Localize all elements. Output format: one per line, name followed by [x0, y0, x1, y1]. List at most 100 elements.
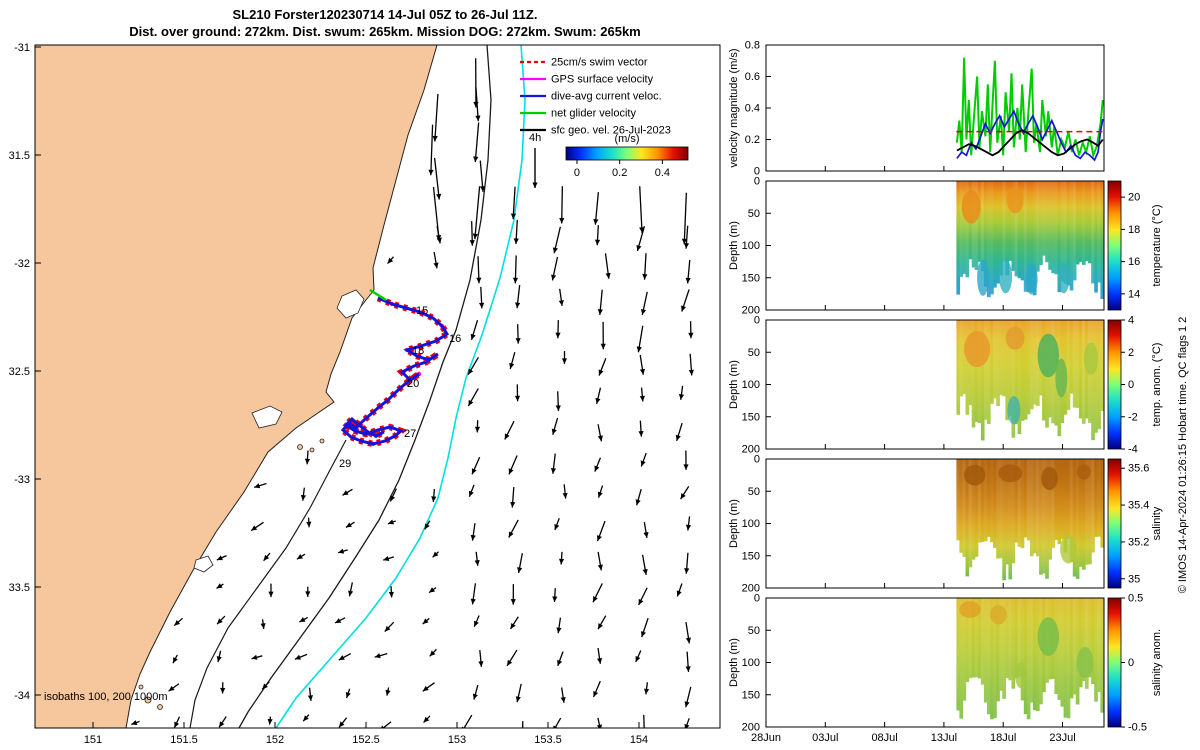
current-arrow: [461, 714, 473, 728]
current-arrow: [636, 325, 644, 353]
current-arrow: [251, 654, 263, 660]
current-arrow: [558, 551, 565, 565]
island: [138, 684, 144, 690]
current-arrow: [342, 488, 353, 496]
map-colorbar-tick: 0.4: [655, 167, 670, 179]
time-tick-label: 28Jun: [751, 732, 781, 744]
salinity-colorbar-tick: 35.4: [1128, 500, 1149, 512]
current-arrow: [552, 588, 558, 603]
current-arrow: [467, 357, 479, 376]
depth-tick-label: 200: [742, 583, 760, 595]
salinity-colorbar-tick: 35: [1128, 573, 1140, 585]
current-arrow: [428, 587, 437, 594]
map-x-tick-label: 151.5: [170, 734, 198, 746]
current-arrow: [643, 682, 650, 695]
temperature-colorbar-tick: 16: [1128, 256, 1140, 268]
current-arrow: [470, 523, 476, 541]
figure-subtitle: Dist. over ground: 272km. Dist. swum: 26…: [129, 24, 641, 39]
salinity-colorbar: [1107, 458, 1122, 589]
time-tick-label: 08Jul: [871, 732, 897, 744]
velocity-series-3: [956, 129, 1104, 157]
track-day-label: 18: [412, 345, 424, 357]
depth-axis-label: Depth (m): [728, 499, 740, 548]
current-arrow: [468, 484, 475, 498]
current-arrow: [510, 584, 516, 605]
legend-item-label: sfc geo. vel. 26-Jul-2023: [551, 125, 671, 137]
time-tick-label: 03Jul: [812, 732, 838, 744]
legend-item-label: 25cm/s swim vector: [551, 57, 648, 69]
current-arrow: [635, 488, 642, 506]
current-arrow: [268, 583, 274, 598]
current-arrow: [348, 582, 354, 597]
current-arrow: [220, 682, 226, 694]
map-frame: [34, 44, 721, 729]
depth-tick-label: 100: [742, 379, 760, 391]
current-arrow: [678, 385, 685, 400]
salinity-colorbar-label: salinity: [1151, 506, 1163, 540]
current-arrow: [509, 352, 516, 370]
salinity-colorbar-tick: 35.2: [1128, 536, 1149, 548]
current-arrow: [597, 615, 607, 630]
current-arrow: [307, 687, 314, 701]
map-colorbar-tick: 0.2: [612, 167, 627, 179]
current-arrow: [557, 651, 564, 667]
time-tick-label: 23Jul: [1049, 732, 1075, 744]
current-arrow: [642, 253, 648, 280]
current-arrow: [593, 192, 600, 225]
current-arrow: [683, 225, 690, 249]
map-colorbar: [565, 146, 689, 161]
depth-tick-label: 100: [742, 240, 760, 252]
current-arrow: [685, 516, 692, 531]
temperature-colorbar-tick: 14: [1128, 288, 1140, 300]
salinity-colorbar-tick: 35.6: [1128, 463, 1149, 475]
current-arrow: [337, 548, 348, 554]
depth-tick-label: 200: [742, 305, 760, 317]
current-arrow: [216, 583, 224, 589]
temp-anomaly-panel: 0 50 100 150 200 Depth (m) -4 -2 0 2 4 temp. anom. …: [728, 315, 1163, 456]
current-arrow: [436, 226, 442, 244]
temp-anomaly-colorbar-label: temp. anom. (°C): [1151, 343, 1163, 427]
depth-tick-label: 0: [754, 176, 760, 188]
current-arrow: [216, 555, 227, 561]
temp-anomaly-colorbar-tick: -4: [1128, 444, 1138, 456]
current-arrow: [253, 482, 267, 489]
depth-tick-label: 200: [742, 722, 760, 734]
depth-tick-label: 0: [754, 593, 760, 605]
current-arrow: [374, 653, 388, 659]
current-arrow: [640, 617, 649, 638]
map-y-tick-label: 31.5: [9, 150, 30, 162]
temperature-colorbar-tick: 18: [1128, 224, 1140, 236]
current-arrow: [597, 551, 603, 571]
current-arrow: [681, 289, 690, 312]
current-arrow: [551, 256, 559, 281]
coastal-lake: [251, 405, 283, 429]
depth-tick-label: 50: [748, 347, 760, 359]
time-scale-label: 4h: [529, 132, 541, 144]
current-arrow: [685, 259, 691, 284]
current-arrow: [472, 684, 479, 700]
current-arrow: [562, 484, 568, 499]
temp-anomaly-colorbar-tick: 0: [1128, 379, 1134, 391]
map-y-tick-label: 33.5: [9, 582, 30, 594]
current-arrow: [550, 453, 557, 474]
map-y-tick-label: -32: [14, 258, 30, 270]
temperature-colorbar: [1107, 180, 1122, 311]
current-arrow: [470, 583, 477, 605]
current-arrow: [431, 489, 437, 503]
current-arrow: [515, 285, 521, 309]
current-arrow: [168, 683, 180, 692]
current-arrow: [510, 186, 517, 220]
current-arrow: [216, 650, 222, 663]
map-x-tick-label: 154: [630, 734, 648, 746]
depth-tick-label: 0: [754, 454, 760, 466]
current-arrow: [345, 521, 355, 529]
current-arrow: [556, 617, 562, 634]
depth-tick-label: 150: [742, 550, 760, 562]
current-arrow: [685, 651, 691, 672]
salinity-anomaly-colorbar-tick: 0.5: [1128, 593, 1143, 605]
current-arrow: [467, 388, 479, 407]
current-arrow: [387, 256, 394, 265]
temperature-panel: 0 50 100 150 200 Depth (m) 14 16 18 20 temperature…: [728, 176, 1163, 317]
current-arrow: [553, 717, 562, 728]
coastal-lake: [193, 555, 214, 573]
